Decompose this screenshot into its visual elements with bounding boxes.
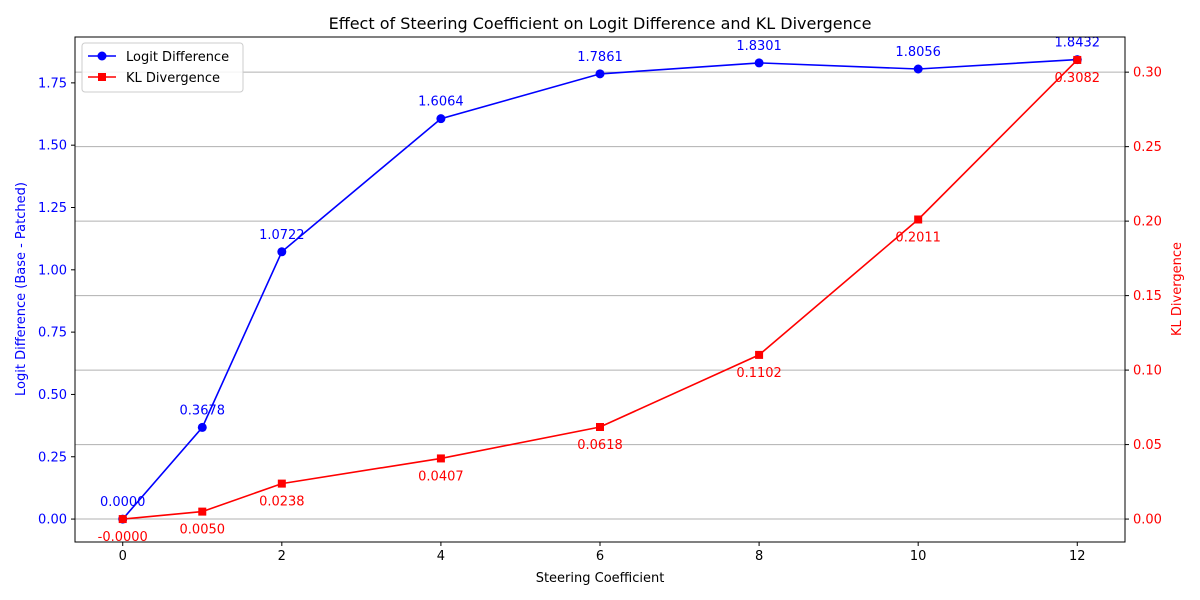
kl-divergence-point [755,350,764,359]
legend-label-logit: Logit Difference [126,50,229,65]
y-left-tick-label: 0.50 [38,388,67,403]
kl-divergence-data-label: 0.0050 [180,523,226,538]
logit-difference-line [122,58,1078,520]
kl-divergence-point [198,507,207,516]
y-left-tick-label: 1.00 [38,263,67,278]
x-tick-label: 2 [278,549,286,564]
chart-title: Effect of Steering Coefficient on Logit … [329,14,872,33]
kl-divergence-point [118,515,127,524]
logit-difference-point [277,247,287,257]
logit-difference-data-label: 1.8056 [895,45,941,60]
kl-divergence-data-label: 0.0618 [577,438,623,453]
y-axis-left-label: Logit Difference (Base - Patched) [14,182,29,396]
kl-divergence-data-label: 0.3082 [1055,71,1101,86]
logit-difference-data-label: 1.7861 [577,50,623,65]
x-axis-label: Steering Coefficient [536,571,665,586]
y-right-tick-label: 0.00 [1133,513,1162,528]
y-left-tick-label: 0.25 [38,450,67,465]
logit-difference-data-label: 1.8432 [1055,36,1101,51]
y-left-tick-label: 1.25 [38,201,67,216]
kl-divergence-point [436,454,445,463]
logit-difference-point [436,114,446,124]
logit-difference-point [754,58,764,68]
kl-divergence-point [596,422,604,431]
y-right-tick-label: 0.10 [1133,364,1162,379]
kl-divergence-point [277,479,286,488]
x-tick-label: 4 [437,549,445,564]
y-right-tick-label: 0.15 [1133,289,1162,304]
y-left-tick-label: 0.75 [38,326,67,341]
y-left-tick-label: 1.75 [38,76,67,91]
x-tick-label: 0 [119,549,127,564]
grid-lines [75,71,1125,520]
y-axis-right-label: KL Divergence [1170,242,1185,336]
logit-difference-point [595,69,605,79]
y-right-tick-label: 0.20 [1133,215,1162,230]
x-tick-label: 12 [1069,549,1086,564]
logit-difference-data-label: 1.6064 [418,95,464,110]
x-tick-label: 6 [596,549,604,564]
logit-difference-point [913,64,923,74]
legend-label-kl: KL Divergence [126,71,220,86]
x-tick-label: 10 [910,549,927,564]
legend-marker-kl [98,73,106,81]
logit-difference-point [197,422,207,432]
y-left-tick-label: 1.50 [38,139,67,154]
y-right-tick-label: 0.30 [1133,66,1162,81]
y-right-tick-label: 0.25 [1133,140,1162,155]
kl-divergence-point [1073,55,1082,64]
legend-marker-logit [97,51,107,61]
kl-divergence-point [914,215,923,224]
logit-difference-data-label: 1.8301 [736,39,782,54]
kl-divergence-data-label: 0.0238 [259,495,305,510]
plot-frame [74,36,1126,543]
y-right-tick-label: 0.05 [1133,438,1162,453]
kl-divergence-data-label: 0.2011 [895,230,941,245]
plot-series: 0.0000 0.3678 1.0722 1.6064 1.7861 1.8301 1.80… [98,36,1100,545]
kl-divergence-data-label: -0.0000 [98,530,148,545]
x-tick-label: 8 [755,549,763,564]
axes: 0.00 0.05 0.10 0.15 0.20 0.25 0.30 0.00 0.25 0.50… [38,66,1162,564]
legend-box [81,42,244,93]
y-left-tick-label: 0.00 [38,513,67,528]
kl-divergence-data-label: 0.0407 [418,469,464,484]
kl-divergence-line [122,59,1078,520]
logit-difference-data-label: 1.0722 [259,228,305,243]
logit-difference-data-label: 0.3678 [180,403,226,418]
legend: Logit Difference KL Divergence [81,42,244,93]
kl-divergence-data-label: 0.1102 [736,366,782,381]
logit-difference-data-label: 0.0000 [100,495,146,510]
